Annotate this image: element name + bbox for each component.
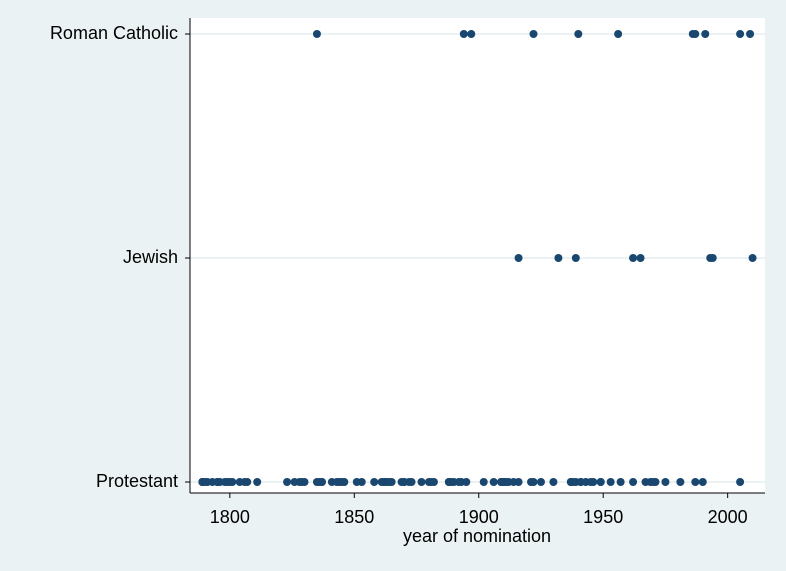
point: [549, 478, 558, 486]
point: [746, 30, 755, 38]
point: [736, 30, 745, 38]
point: [312, 30, 321, 38]
point: [243, 478, 252, 486]
point: [536, 478, 545, 486]
point: [571, 254, 580, 262]
point: [340, 478, 349, 486]
point: [300, 478, 309, 486]
point: [636, 254, 645, 262]
point: [748, 254, 757, 262]
x-tick-label: 1800: [210, 507, 250, 527]
point: [606, 478, 615, 486]
point: [629, 478, 638, 486]
point: [514, 254, 523, 262]
plot-area: [190, 18, 765, 493]
point: [701, 30, 710, 38]
x-axis-label: year of nomination: [403, 526, 551, 546]
x-tick-label: 2000: [708, 507, 748, 527]
y-tick-label: Protestant: [96, 471, 178, 491]
point: [417, 478, 426, 486]
point: [698, 478, 707, 486]
point: [614, 30, 623, 38]
point: [283, 478, 292, 486]
point: [629, 254, 638, 262]
point: [736, 478, 745, 486]
point: [596, 478, 605, 486]
point: [691, 30, 700, 38]
point: [462, 478, 471, 486]
point: [529, 478, 538, 486]
point: [676, 478, 685, 486]
point: [651, 478, 660, 486]
x-tick-label: 1900: [459, 507, 499, 527]
point: [691, 478, 700, 486]
point: [429, 478, 438, 486]
point: [370, 478, 379, 486]
point: [529, 30, 538, 38]
point: [253, 478, 262, 486]
point: [574, 30, 583, 38]
point: [228, 478, 237, 486]
point: [489, 478, 498, 486]
point: [616, 478, 625, 486]
y-tick-label: Roman Catholic: [50, 23, 178, 43]
point: [357, 478, 366, 486]
point: [387, 478, 396, 486]
point: [479, 478, 488, 486]
point: [661, 478, 670, 486]
x-tick-label: 1850: [334, 507, 374, 527]
point: [708, 254, 717, 262]
point: [467, 30, 476, 38]
point: [589, 478, 598, 486]
point: [317, 478, 326, 486]
point: [407, 478, 416, 486]
y-tick-label: Jewish: [123, 247, 178, 267]
point: [514, 478, 523, 486]
point: [459, 30, 468, 38]
point: [554, 254, 563, 262]
x-tick-label: 1950: [583, 507, 623, 527]
